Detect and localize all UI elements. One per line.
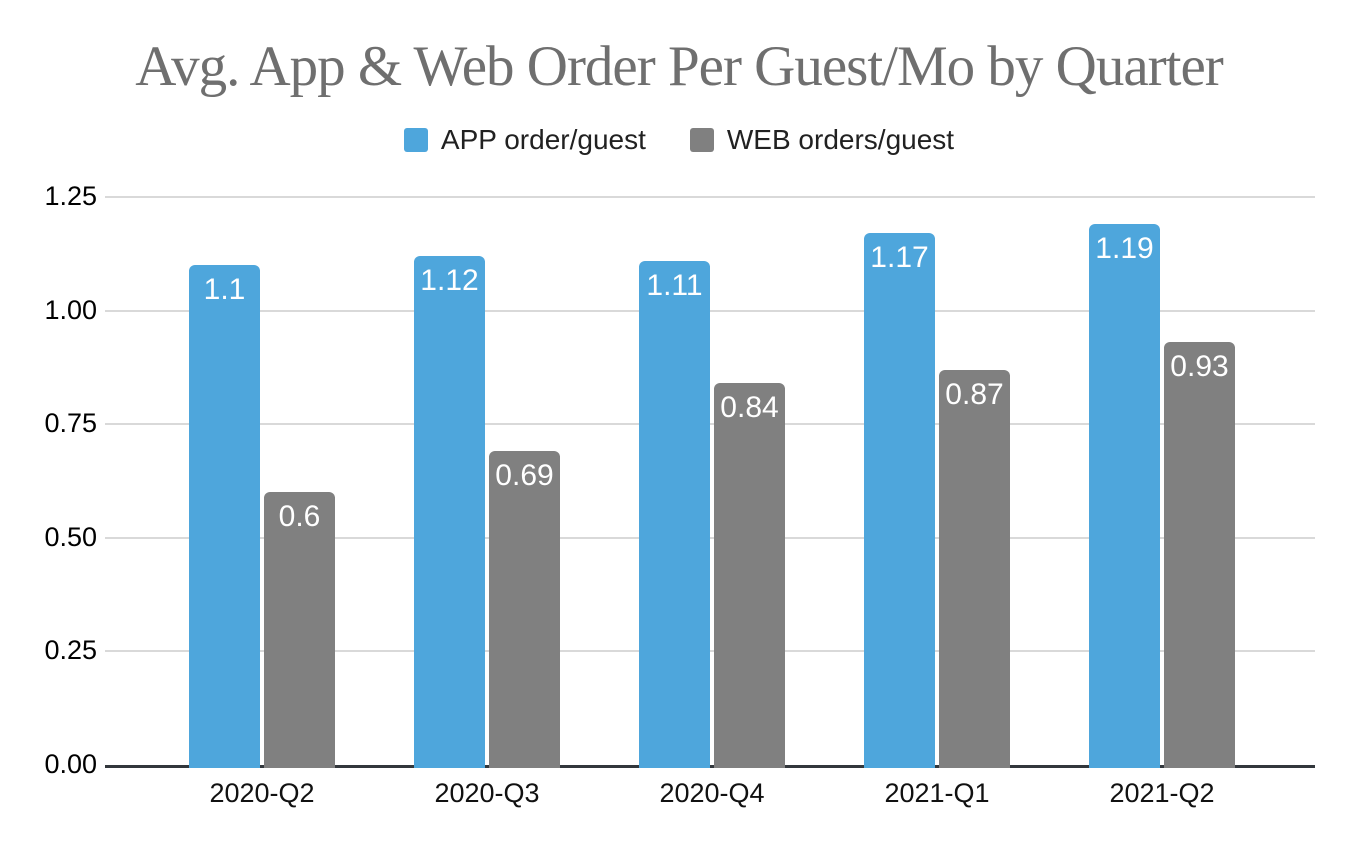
x-tick-label: 2020-Q2: [209, 778, 315, 808]
bar-value-label: 0.69: [495, 459, 554, 492]
bar-value-label: 1.1: [203, 273, 246, 306]
x-tick-label: 2021-Q2: [1109, 778, 1215, 808]
x-axis-line: [105, 765, 1315, 768]
y-tick-label: 1.00: [44, 294, 97, 325]
bar-value-label: 1.19: [1095, 232, 1154, 265]
bar-value-label: 1.12: [420, 264, 479, 297]
bar-value-label: 0.6: [278, 500, 321, 533]
web-bar-2020-Q4: 0.84: [714, 383, 785, 768]
y-tick-label: 0.00: [44, 749, 97, 779]
x-tick-label: 2020-Q4: [659, 778, 765, 808]
legend-label: APP order/guest: [440, 124, 646, 155]
grid-line: [105, 196, 1315, 198]
y-tick-label: 0.75: [44, 408, 97, 439]
app-bar-2021-Q2: 1.19: [1089, 224, 1160, 768]
chart-title: Avg. App & Web Order Per Guest/Mo by Qua…: [135, 35, 1224, 98]
chart-legend: APP order/guest WEB orders/guest: [0, 124, 1358, 156]
y-tick-label: 0.50: [44, 521, 97, 552]
legend-swatch-icon: [689, 128, 714, 152]
x-tick-label: 2020-Q3: [434, 778, 540, 808]
app-bar-2021-Q1: 1.17: [864, 233, 935, 768]
y-tick-label: 0.25: [44, 635, 97, 666]
app-bar-2020-Q4: 1.11: [639, 261, 710, 768]
grid-line: [105, 536, 1315, 539]
legend-item-app: APP order/guest: [403, 124, 646, 156]
app-bar-2020-Q3: 1.12: [414, 256, 485, 768]
bar-value-label: 1.11: [646, 269, 703, 302]
legend-label: WEB orders/guest: [726, 124, 955, 155]
legend-item-web: WEB orders/guest: [689, 124, 955, 156]
bar-value-label: 0.87: [945, 378, 1004, 411]
bar-value-label: 1.17: [870, 241, 929, 274]
bar-value-label: 0.93: [1170, 350, 1229, 383]
grid-line: [105, 423, 1315, 426]
grid-line: [105, 309, 1315, 312]
web-bar-2021-Q1: 0.87: [939, 370, 1010, 768]
bar-value-label: 0.84: [720, 391, 779, 424]
web-bar-2020-Q3: 0.69: [489, 451, 560, 768]
legend-swatch-icon: [403, 128, 428, 152]
web-bar-2020-Q2: 0.6: [264, 492, 335, 768]
grid-line: [105, 650, 1315, 653]
app-bar-2020-Q2: 1.1: [189, 265, 260, 768]
web-bar-2021-Q2: 0.93: [1164, 342, 1235, 768]
y-tick-label: 1.25: [44, 181, 97, 211]
x-tick-label: 2021-Q1: [884, 778, 990, 808]
